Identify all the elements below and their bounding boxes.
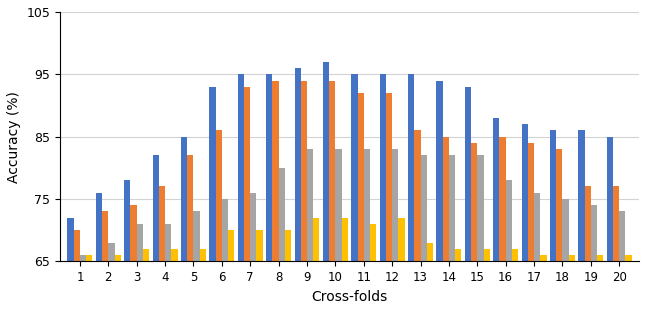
Bar [386, 93, 392, 261]
Bar [228, 230, 234, 261]
Bar [67, 218, 74, 261]
Bar [493, 118, 499, 261]
Bar [625, 255, 632, 261]
Bar [421, 155, 427, 261]
Bar [540, 255, 547, 261]
Bar [578, 130, 585, 261]
Bar [427, 243, 433, 261]
Bar [86, 255, 92, 261]
Bar [506, 180, 512, 261]
Bar [512, 249, 518, 261]
Bar [449, 155, 455, 261]
Bar [364, 149, 370, 261]
Bar [613, 187, 619, 261]
Bar [408, 74, 414, 261]
Bar [556, 149, 563, 261]
Bar [414, 130, 421, 261]
Bar [266, 74, 273, 261]
X-axis label: Cross-folds: Cross-folds [311, 289, 388, 304]
Bar [273, 80, 278, 261]
Bar [392, 149, 399, 261]
Bar [187, 155, 194, 261]
Bar [143, 249, 149, 261]
Bar [370, 224, 376, 261]
Bar [137, 224, 143, 261]
Bar [528, 143, 534, 261]
Bar [109, 243, 114, 261]
Bar [124, 180, 130, 261]
Bar [399, 218, 404, 261]
Bar [159, 187, 165, 261]
Bar [200, 249, 206, 261]
Bar [585, 187, 591, 261]
Bar [222, 199, 228, 261]
Bar [465, 87, 471, 261]
Bar [323, 62, 329, 261]
Bar [380, 74, 386, 261]
Bar [563, 199, 568, 261]
Bar [171, 249, 178, 261]
Bar [114, 255, 121, 261]
Bar [521, 124, 528, 261]
Bar [102, 211, 109, 261]
Bar [499, 137, 506, 261]
Bar [477, 155, 484, 261]
Bar [471, 143, 477, 261]
Bar [307, 149, 313, 261]
Bar [550, 130, 556, 261]
Bar [351, 74, 357, 261]
Bar [301, 80, 307, 261]
Bar [130, 205, 137, 261]
Bar [437, 80, 443, 261]
Bar [335, 149, 342, 261]
Bar [209, 87, 216, 261]
Bar [278, 168, 285, 261]
Bar [194, 211, 200, 261]
Bar [607, 137, 613, 261]
Bar [619, 211, 625, 261]
Bar [216, 130, 222, 261]
Bar [455, 249, 461, 261]
Bar [313, 218, 320, 261]
Bar [244, 87, 250, 261]
Y-axis label: Accuracy (%): Accuracy (%) [7, 91, 21, 183]
Bar [534, 193, 540, 261]
Bar [342, 218, 348, 261]
Bar [256, 230, 263, 261]
Bar [568, 255, 575, 261]
Bar [484, 249, 490, 261]
Bar [597, 255, 603, 261]
Bar [295, 68, 301, 261]
Bar [443, 137, 449, 261]
Bar [329, 80, 335, 261]
Bar [152, 155, 159, 261]
Bar [250, 193, 256, 261]
Bar [80, 255, 86, 261]
Bar [357, 93, 364, 261]
Bar [238, 74, 244, 261]
Bar [285, 230, 291, 261]
Bar [96, 193, 102, 261]
Bar [165, 224, 171, 261]
Bar [181, 137, 187, 261]
Bar [74, 230, 80, 261]
Bar [591, 205, 597, 261]
